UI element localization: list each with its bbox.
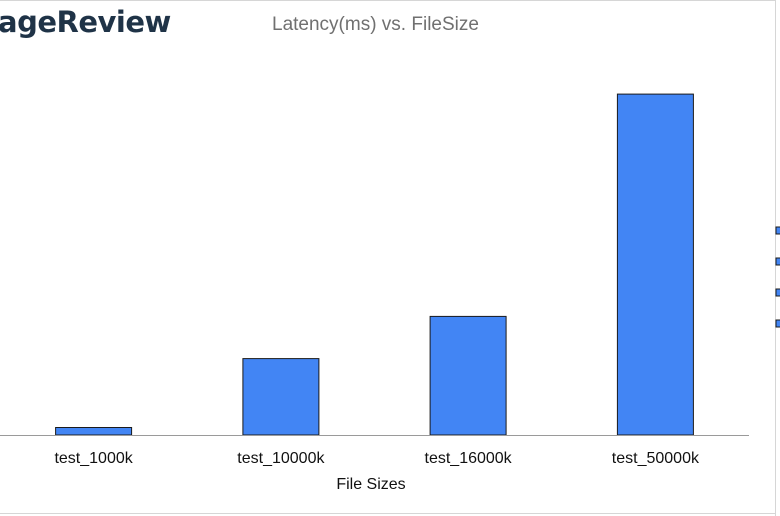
bar-test_16000k [429,315,507,436]
tick-labels-layer: test_1000k test_10000k test_16000k test_500… [54,450,700,467]
x-tick-label: test_1000k [54,450,133,467]
bar-test_10000k [242,358,320,436]
legend-swatch [775,226,780,235]
top-border [0,0,776,1]
brand-logo-text: ageReview [0,5,171,39]
bottom-border [0,513,776,514]
bar-test_50000k [616,93,694,436]
bar-test_1000k [55,427,133,436]
chart-title: Latency(ms) vs. FileSize [272,14,479,35]
legend [775,226,780,328]
legend-swatch [775,257,780,266]
x-tick-label: test_16000k [425,450,513,467]
x-axis-title: File Sizes [336,476,405,493]
legend-swatch [775,319,780,328]
bars-layer [55,93,694,436]
x-tick-label: test_50000k [612,450,700,467]
legend-swatch [775,288,780,297]
x-tick-label: test_10000k [237,450,325,467]
